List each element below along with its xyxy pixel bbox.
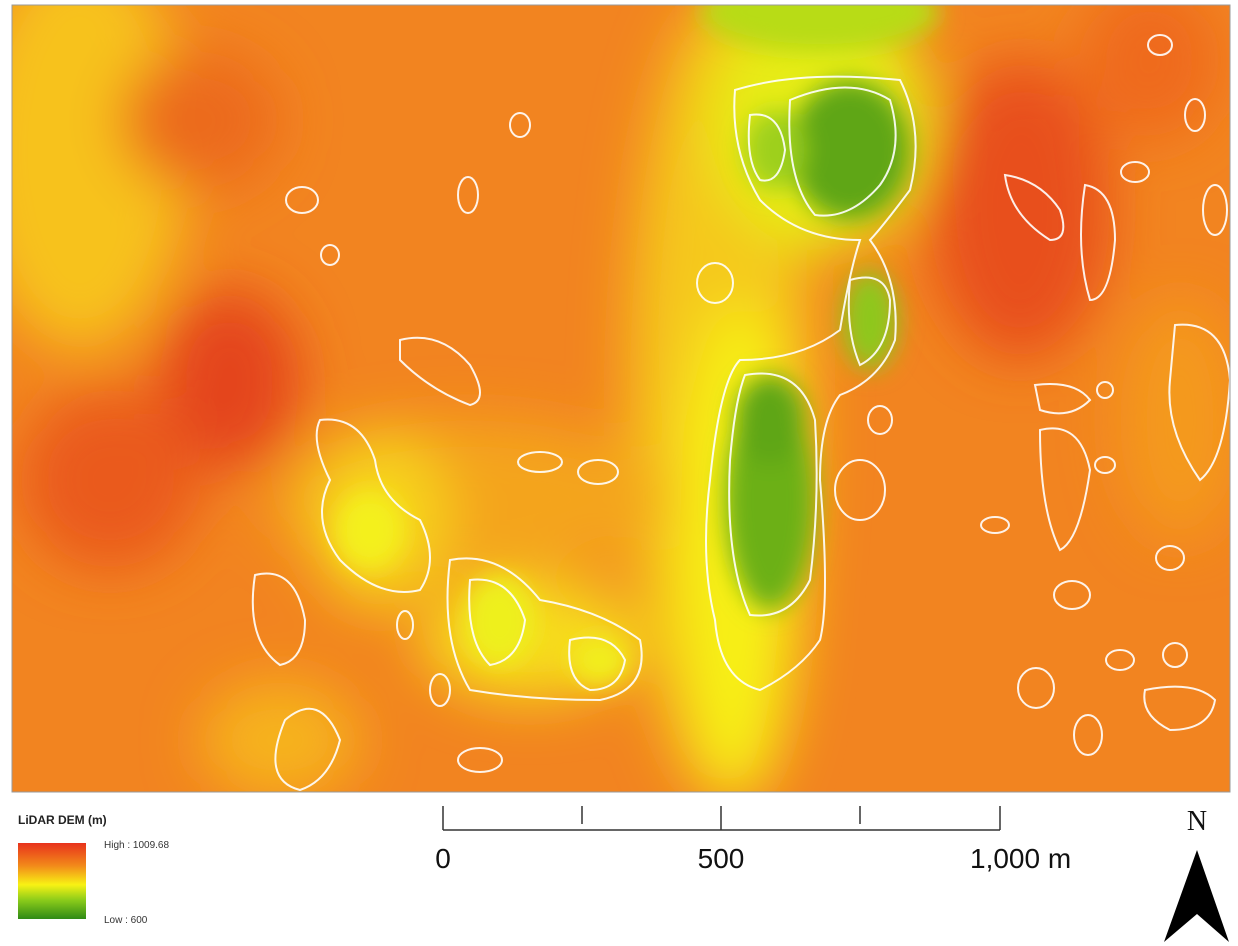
contour	[509, 112, 531, 138]
contour	[1038, 427, 1092, 552]
contour	[568, 636, 627, 692]
contour	[1147, 34, 1173, 56]
contour	[517, 451, 563, 473]
contour	[251, 572, 307, 667]
contour	[847, 276, 892, 367]
contour	[1162, 642, 1188, 668]
legend-title: LiDAR DEM (m)	[18, 813, 107, 827]
contour	[399, 336, 481, 407]
contour-lines	[251, 34, 1230, 792]
contour	[1202, 184, 1228, 236]
contour	[1053, 580, 1091, 610]
contour	[867, 405, 893, 435]
scale-bar-label: 500	[698, 843, 745, 874]
contour	[1073, 714, 1103, 756]
contour	[1155, 545, 1185, 571]
legend-low-label: Low : 600	[104, 915, 148, 926]
contour	[1080, 183, 1117, 302]
contour	[1017, 667, 1055, 709]
contour	[457, 176, 479, 214]
contour	[577, 459, 619, 485]
legend-high-label: High : 1009.68	[104, 840, 169, 851]
contour	[696, 262, 734, 304]
contour	[1143, 685, 1217, 732]
contour	[429, 673, 451, 707]
contour	[1168, 323, 1230, 482]
contour	[1105, 649, 1135, 671]
contour	[446, 557, 643, 702]
contour	[285, 186, 319, 214]
north-label: N	[1187, 806, 1207, 837]
dem-raster	[12, 5, 1230, 792]
contour	[1120, 161, 1150, 183]
contour	[705, 75, 917, 692]
scale-bar-label: 1,000 m	[970, 843, 1071, 874]
contour	[274, 707, 342, 792]
contour	[788, 86, 897, 217]
contour	[834, 459, 886, 521]
contour	[315, 418, 431, 593]
contour	[320, 244, 340, 266]
contour	[396, 610, 414, 640]
contour	[1003, 173, 1065, 242]
north-arrow	[1164, 850, 1229, 942]
contour	[457, 747, 503, 773]
legend-color-ramp	[18, 843, 86, 919]
scale-bar-label: 0	[435, 843, 451, 874]
contour	[468, 578, 527, 667]
contour	[980, 516, 1010, 534]
contour	[1033, 383, 1092, 415]
contour	[1094, 456, 1116, 474]
map-frame	[11, 4, 1231, 793]
contour	[1096, 381, 1114, 399]
contour	[747, 113, 787, 182]
contour	[1184, 98, 1206, 132]
contour	[728, 372, 818, 617]
scale-bar	[442, 806, 1001, 831]
